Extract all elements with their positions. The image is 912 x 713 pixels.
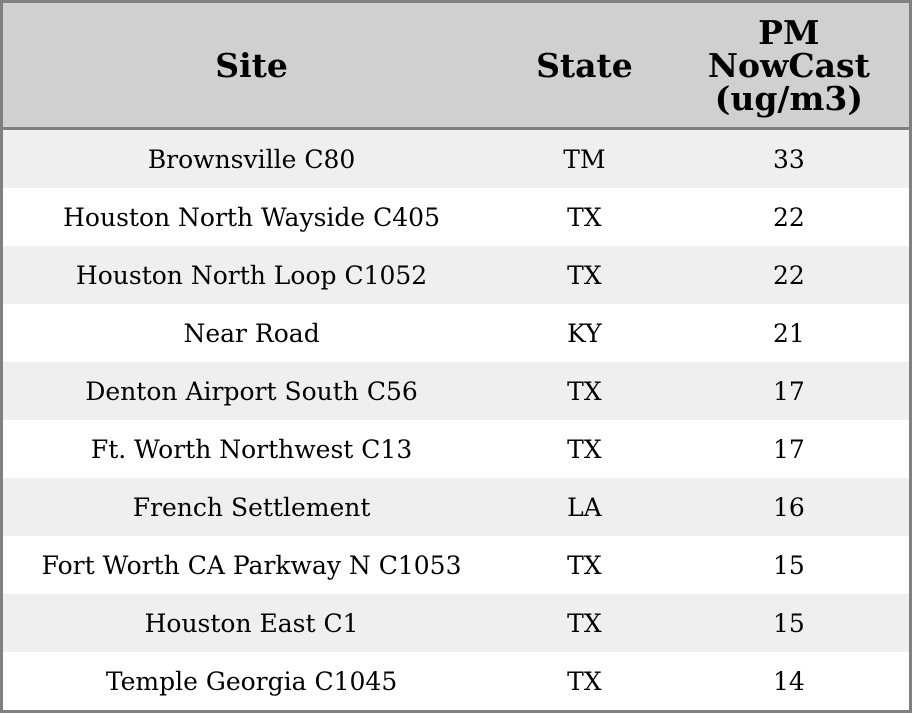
table-cell: Temple Georgia C1045 <box>1 652 501 712</box>
table-cell: Houston North Wayside C405 <box>1 188 501 246</box>
table-cell: LA <box>500 478 669 536</box>
table-cell: 15 <box>668 594 911 652</box>
table-cell: TX <box>500 246 669 304</box>
table-cell: Fort Worth CA Parkway N C1053 <box>1 536 501 594</box>
table-cell: TX <box>500 362 669 420</box>
table-row: French Settlement LA 16 <box>1 478 911 536</box>
table-cell: TX <box>500 536 669 594</box>
table-cell: Near Road <box>1 304 501 362</box>
table-cell: 17 <box>668 362 911 420</box>
table-cell: 16 <box>668 478 911 536</box>
table-cell: TX <box>500 188 669 246</box>
table-row: Houston North Wayside C405 TX 22 <box>1 188 911 246</box>
table-cell: KY <box>500 304 669 362</box>
table-cell: TM <box>500 128 669 188</box>
table-row: Brownsville C80 TM 33 <box>1 128 911 188</box>
table-row: Temple Georgia C1045 TX 14 <box>1 652 911 712</box>
header-cell: PM NowCast (ug/m3) <box>668 1 911 130</box>
table-cell: Denton Airport South C56 <box>1 362 501 420</box>
table-cell: TX <box>500 652 669 712</box>
table-row: Fort Worth CA Parkway N C1053 TX 15 <box>1 536 911 594</box>
table-cell: TX <box>500 420 669 478</box>
table-cell: 33 <box>668 128 911 188</box>
table-cell: French Settlement <box>1 478 501 536</box>
header-cell: State <box>500 1 669 130</box>
table-cell: Houston North Loop C1052 <box>1 246 501 304</box>
table-body: Brownsville C80 TM 33 Houston North Wayside… <box>1 128 911 712</box>
table-cell: 21 <box>668 304 911 362</box>
table-cell: 22 <box>668 188 911 246</box>
header-cell: Site <box>1 1 501 130</box>
table-cell: 14 <box>668 652 911 712</box>
table-cell: Ft. Worth Northwest C13 <box>1 420 501 478</box>
table-cell: 22 <box>668 246 911 304</box>
table-cell: TX <box>500 594 669 652</box>
table-cell: Houston East C1 <box>1 594 501 652</box>
table-cell: 17 <box>668 420 911 478</box>
table-row: Near Road KY 21 <box>1 304 911 362</box>
table-cell: 15 <box>668 536 911 594</box>
table-row: Denton Airport South C56 TX 17 <box>1 362 911 420</box>
table-cell: Brownsville C80 <box>1 128 501 188</box>
table-row: Ft. Worth Northwest C13 TX 17 <box>1 420 911 478</box>
table-row: Houston East C1 TX 15 <box>1 594 911 652</box>
table-header: Site State PM NowCast (ug/m3) <box>1 1 911 130</box>
table-row: Houston North Loop C1052 TX 22 <box>1 246 911 304</box>
header-row: Site State PM NowCast (ug/m3) <box>1 1 911 130</box>
